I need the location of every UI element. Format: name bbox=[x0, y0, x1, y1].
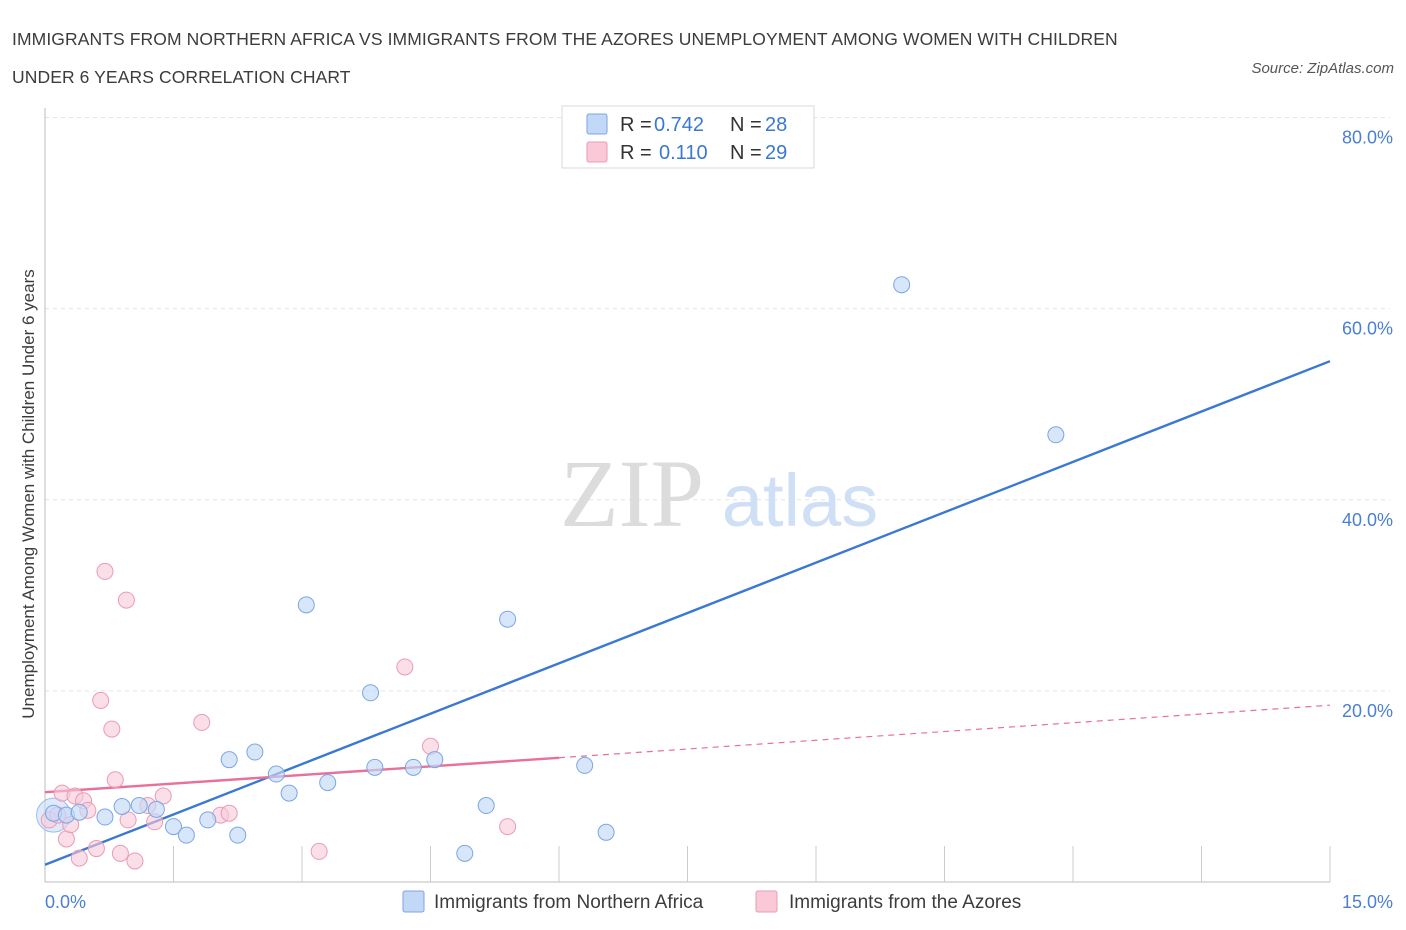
point-north-africa-5 bbox=[130, 797, 148, 815]
point-azores-9 bbox=[87, 840, 105, 858]
point-north-africa-22 bbox=[477, 797, 495, 815]
chart-title: IMMIGRANTS FROM NORTHERN AFRICA VS IMMIG… bbox=[12, 20, 1212, 96]
trend-line-azores bbox=[44, 756, 560, 794]
point-azores-25 bbox=[396, 658, 414, 676]
bottom-legend-swatch-north-africa bbox=[402, 890, 425, 913]
y-tick-label-40: 40.0% bbox=[1342, 510, 1393, 530]
bottom-legend-swatch-azores bbox=[755, 890, 778, 913]
legend-swatch-azores bbox=[586, 141, 608, 163]
point-north-africa-2 bbox=[70, 803, 88, 821]
legend-box: R = 0.742 N = 28 R = 0.110 N = 29 bbox=[561, 105, 815, 169]
point-azores-10 bbox=[92, 691, 110, 709]
watermark-atlas: atlas bbox=[722, 459, 878, 542]
y-tick-label-60: 60.0% bbox=[1342, 319, 1393, 339]
point-north-africa-9 bbox=[199, 811, 217, 829]
point-north-africa-26 bbox=[893, 276, 911, 294]
point-north-africa-23 bbox=[499, 610, 517, 628]
point-north-africa-8 bbox=[177, 826, 195, 844]
grid-lines bbox=[45, 117, 1390, 692]
point-north-africa-4 bbox=[113, 798, 131, 816]
point-north-africa-24 bbox=[576, 756, 594, 774]
y-tick-label-20: 20.0% bbox=[1342, 701, 1393, 721]
x-tick-label-max: 15.0% bbox=[1342, 892, 1393, 912]
point-north-africa-16 bbox=[319, 774, 337, 792]
point-north-africa-15 bbox=[297, 596, 315, 614]
axes bbox=[44, 108, 1331, 883]
legend-n-value-1: 28 bbox=[765, 114, 787, 136]
watermark: ZIP atlas bbox=[560, 440, 878, 547]
legend-r-label-2: R = bbox=[620, 142, 652, 164]
point-azores-13 bbox=[106, 771, 124, 789]
chart-title-line-2: UNDER 6 YEARS CORRELATION CHART bbox=[12, 67, 351, 87]
watermark-zip: ZIP bbox=[560, 440, 704, 547]
point-north-africa-6 bbox=[147, 800, 165, 818]
point-north-africa-7 bbox=[165, 818, 182, 836]
point-north-africa-10 bbox=[220, 751, 238, 769]
y-axis-title: Unemployment Among Women with Children U… bbox=[19, 269, 38, 718]
tick-labels: 20.0% 40.0% 60.0% 80.0% 0.0% 15.0% bbox=[45, 128, 1393, 913]
legend-r-label-1: R = bbox=[620, 114, 652, 136]
bottom-legend-label-north-africa: Immigrants from Northern Africa bbox=[434, 892, 704, 913]
point-azores-3 bbox=[57, 830, 75, 848]
data-points bbox=[36, 276, 1065, 870]
point-azores-23 bbox=[220, 804, 238, 822]
point-north-africa-27 bbox=[1047, 426, 1065, 444]
point-north-africa-21 bbox=[456, 844, 474, 862]
point-azores-17 bbox=[126, 852, 144, 870]
trend-lines bbox=[44, 360, 1331, 866]
trend-line-azores-extension bbox=[558, 704, 1331, 759]
point-north-africa-11 bbox=[229, 826, 247, 844]
legend-n-value-2: 29 bbox=[765, 142, 787, 164]
point-north-africa-20 bbox=[426, 751, 444, 769]
point-azores-24 bbox=[310, 842, 328, 860]
point-north-africa-17 bbox=[366, 758, 384, 776]
point-north-africa-18 bbox=[362, 684, 380, 702]
source-label: Source: ZipAtlas.com bbox=[1251, 60, 1394, 77]
bottom-legend-label-azores: Immigrants from the Azores bbox=[789, 892, 1021, 913]
chart-title-line-1: IMMIGRANTS FROM NORTHERN AFRICA VS IMMIG… bbox=[12, 29, 1118, 49]
point-azores-12 bbox=[103, 720, 121, 738]
point-azores-20 bbox=[154, 787, 172, 805]
point-north-africa-12 bbox=[246, 743, 264, 761]
point-north-africa-25 bbox=[597, 823, 615, 841]
point-azores-11 bbox=[96, 562, 114, 580]
legend-n-label-1: N = bbox=[730, 114, 762, 136]
legend-r-value-2: 0.110 bbox=[659, 142, 708, 164]
point-azores-6 bbox=[70, 849, 88, 867]
point-north-africa-3 bbox=[96, 808, 114, 826]
legend-swatch-north-africa bbox=[586, 113, 608, 135]
legend-r-value-1: 0.742 bbox=[654, 114, 704, 136]
point-azores-21 bbox=[193, 713, 211, 731]
point-azores-27 bbox=[499, 818, 517, 836]
point-azores-14 bbox=[111, 844, 129, 862]
point-north-africa-19 bbox=[404, 758, 422, 776]
trend-line-north-africa bbox=[44, 360, 1331, 866]
legend-n-label-2: N = bbox=[730, 142, 762, 164]
point-north-africa-14 bbox=[280, 784, 298, 802]
point-azores-15 bbox=[117, 591, 135, 609]
x-tick-label-min: 0.0% bbox=[45, 892, 86, 912]
point-north-africa-13 bbox=[267, 765, 285, 783]
bottom-legend: Immigrants from Northern Africa Immigran… bbox=[402, 890, 1021, 913]
y-tick-label-80: 80.0% bbox=[1342, 128, 1393, 148]
